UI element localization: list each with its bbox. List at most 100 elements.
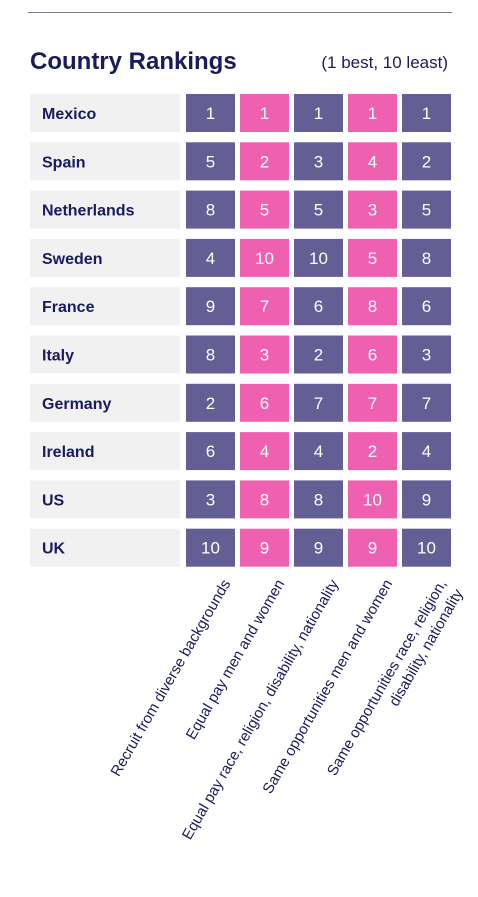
row-gap [348,373,397,384]
row-label-france: France [42,299,95,316]
row-gap [402,276,451,288]
row-gap [294,421,343,433]
row-gap [294,518,343,529]
rank-value: 5 [422,201,431,220]
row-bg [30,94,180,132]
row-label-spain: Spain [42,154,86,171]
rank-value: 4 [206,249,215,268]
rank-value: 7 [260,297,269,316]
row-bg [30,142,180,181]
rank-value: 7 [314,394,323,413]
rank-value: 8 [260,490,269,509]
chart-title: Country Rankings [30,48,237,75]
row-bg [30,480,180,519]
row-gap [240,180,289,191]
rank-value: 10 [417,539,436,558]
rank-value: 9 [422,490,431,509]
row-gap [186,228,235,239]
row-label-italy: Italy [42,348,74,365]
row-gap [240,276,289,288]
rank-value: 2 [314,346,323,365]
row-gap [186,518,235,529]
row-gap [186,180,235,191]
row-gap [294,276,343,288]
row-gap [186,470,235,481]
rank-value: 2 [368,442,377,461]
rank-value: 3 [206,490,215,509]
rank-value: 4 [368,152,377,171]
row-label-mexico: Mexico [42,106,96,123]
rank-value: 10 [255,249,274,268]
row-gap [240,228,289,239]
row-gap [294,132,343,143]
row-gap [348,276,397,288]
row-bg [30,190,180,229]
row-gap [294,228,343,239]
row-bg [30,335,180,374]
rank-value: 1 [206,104,215,123]
row-gap [240,421,289,433]
row-gap [402,325,451,336]
rank-value: 2 [422,152,431,171]
row-bg [30,383,180,422]
row-gap [240,470,289,481]
rank-value: 9 [368,539,377,558]
row-gap [402,180,451,191]
row-gap [402,518,451,529]
row-gap [402,132,451,143]
row-label-sweden: Sweden [42,251,102,268]
rank-value: 3 [368,201,377,220]
row-gap [186,276,235,288]
row-label-germany: Germany [42,396,111,413]
row-label-netherlands: Netherlands [42,203,135,220]
row-gap [294,325,343,336]
row-gap [402,470,451,481]
chart-subtitle: (1 best, 10 least) [321,53,448,72]
rank-value: 1 [260,104,269,123]
column-label-line: Equal pay men and women [183,577,289,743]
rank-value: 1 [368,104,377,123]
row-label-uk: UK [42,541,66,558]
rank-value: 9 [314,539,323,558]
row-gap [294,180,343,191]
rank-value: 8 [206,346,215,365]
row-gap [186,325,235,336]
rank-value: 8 [422,249,431,268]
rank-value: 10 [309,249,328,268]
row-gap [348,518,397,529]
row-gap [348,421,397,433]
rank-value: 5 [314,201,323,220]
row-gap [240,373,289,384]
rank-value: 6 [422,297,431,316]
rank-value: 4 [422,442,431,461]
row-bg [30,238,180,277]
rank-value: 9 [260,539,269,558]
rank-value: 7 [368,394,377,413]
rank-value: 10 [363,490,382,509]
row-gap [402,373,451,384]
row-label-ireland: Ireland [42,444,94,461]
rank-value: 5 [368,249,377,268]
rank-value: 6 [260,394,269,413]
row-gap [240,518,289,529]
rank-value: 8 [368,297,377,316]
row-bg [30,432,180,471]
rank-value: 8 [314,490,323,509]
rank-value: 6 [368,346,377,365]
rank-value: 7 [422,394,431,413]
row-gap [402,228,451,239]
rank-value: 2 [206,394,215,413]
row-label-us: US [42,492,65,509]
rank-value: 9 [206,297,215,316]
row-gap [186,421,235,433]
row-gap [186,132,235,143]
row-gap [348,180,397,191]
row-gap [402,421,451,433]
rank-value: 3 [314,152,323,171]
rank-value: 1 [314,104,323,123]
rank-value: 3 [422,346,431,365]
rank-value: 2 [260,152,269,171]
top-rule [28,12,452,13]
rank-value: 5 [260,201,269,220]
